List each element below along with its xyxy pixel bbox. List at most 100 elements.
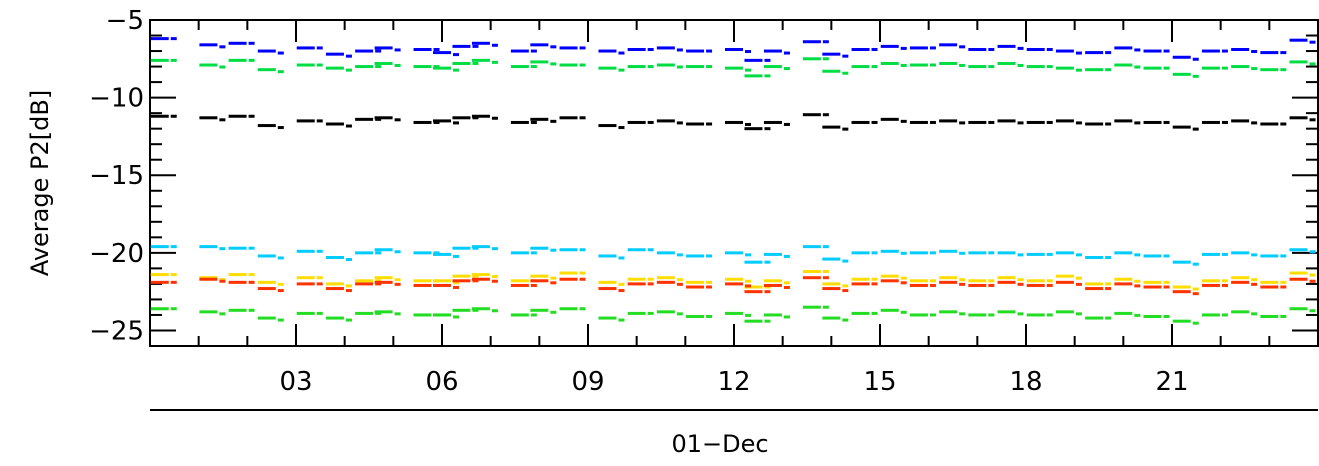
- data-point-tail: [783, 51, 790, 55]
- x-tick-label: 12: [717, 367, 750, 397]
- data-point-tail: [219, 278, 226, 282]
- data-point-tail: [618, 126, 625, 130]
- data-point: [1143, 49, 1162, 53]
- data-point: [510, 49, 529, 53]
- data-point: [1143, 66, 1162, 70]
- data-point: [1201, 49, 1220, 53]
- data-point: [851, 251, 870, 255]
- data-point-tail: [1105, 256, 1112, 260]
- data-point: [997, 310, 1016, 314]
- data-point-tail: [491, 279, 498, 283]
- data-point-tail: [822, 245, 829, 249]
- data-point: [968, 47, 987, 51]
- data-point: [559, 271, 578, 275]
- data-point-tail: [579, 116, 586, 120]
- data-point: [228, 114, 247, 118]
- y-tick-label: −15: [89, 161, 144, 191]
- data-point-tail: [472, 246, 479, 250]
- data-point-tail: [871, 251, 878, 255]
- data-point-tail: [472, 274, 479, 278]
- data-point: [1172, 290, 1191, 294]
- data-point-tail: [491, 309, 498, 313]
- data-point: [355, 311, 374, 315]
- data-point-tail: [375, 117, 382, 121]
- data-point: [1085, 282, 1104, 286]
- data-point: [744, 260, 763, 264]
- data-point-tail: [1221, 313, 1228, 317]
- data-point: [1260, 51, 1279, 55]
- data-point: [374, 276, 393, 280]
- data-point-tail: [706, 285, 713, 289]
- data-point-tail: [170, 307, 177, 311]
- data-point: [851, 47, 870, 51]
- data-point-tail: [550, 310, 557, 314]
- data-point: [355, 251, 374, 255]
- data-point-tail: [647, 65, 654, 69]
- data-point: [1289, 271, 1308, 275]
- data-point-tail: [959, 278, 966, 282]
- data-point: [355, 279, 374, 283]
- data-point-tail: [375, 65, 382, 69]
- data-point-tail: [491, 116, 498, 120]
- data-point: [1055, 280, 1074, 284]
- data-point-tail: [959, 312, 966, 316]
- data-point-tail: [277, 70, 284, 74]
- data-point-tail: [1105, 282, 1112, 286]
- data-point: [909, 283, 928, 287]
- data-point: [510, 283, 529, 287]
- data-point-tail: [530, 283, 537, 287]
- data-point: [822, 282, 841, 286]
- data-point-tail: [433, 120, 440, 124]
- data-point-tail: [375, 279, 382, 283]
- data-point-tail: [745, 49, 751, 53]
- series-6: [150, 305, 1316, 325]
- data-point: [257, 49, 276, 53]
- data-point-tail: [1309, 62, 1316, 66]
- data-point: [355, 117, 374, 121]
- data-point: [413, 251, 432, 255]
- data-point: [656, 276, 675, 280]
- data-point-tail: [1046, 120, 1053, 124]
- data-point-tail: [647, 47, 654, 51]
- data-point: [452, 116, 471, 120]
- data-point-tail: [842, 127, 849, 131]
- data-point: [851, 120, 870, 124]
- data-point-tail: [277, 289, 284, 293]
- data-point: [1260, 280, 1279, 284]
- data-point-tail: [1163, 254, 1170, 258]
- data-point: [199, 43, 218, 47]
- data-point: [997, 44, 1016, 48]
- data-point: [325, 66, 344, 70]
- data-point: [1026, 313, 1045, 317]
- data-point: [939, 43, 958, 47]
- data-point-tail: [871, 47, 878, 51]
- data-point: [802, 305, 821, 309]
- data-point: [939, 249, 958, 253]
- data-point: [530, 60, 549, 64]
- data-point-tail: [1017, 46, 1024, 50]
- data-point-tail: [1134, 313, 1141, 317]
- data-point: [909, 251, 928, 255]
- data-point: [452, 61, 471, 65]
- x-tick-label: 03: [279, 367, 312, 397]
- data-point: [1172, 72, 1191, 76]
- data-point-tail: [219, 247, 226, 251]
- data-point-tail: [1046, 252, 1053, 256]
- data-point-tail: [453, 254, 459, 258]
- data-point: [374, 61, 393, 65]
- data-point-tail: [764, 260, 771, 264]
- data-point-tail: [783, 67, 790, 71]
- series-4: [150, 269, 1316, 291]
- data-point: [150, 58, 169, 62]
- data-point-tail: [1192, 287, 1199, 291]
- data-point-tail: [1017, 253, 1024, 257]
- data-point: [413, 313, 432, 317]
- data-point: [880, 44, 899, 48]
- data-point-tail: [871, 65, 878, 69]
- data-point: [1114, 282, 1133, 286]
- data-point: [559, 46, 578, 50]
- data-point: [939, 310, 958, 314]
- data-point: [1231, 276, 1250, 280]
- data-point-tail: [929, 46, 936, 50]
